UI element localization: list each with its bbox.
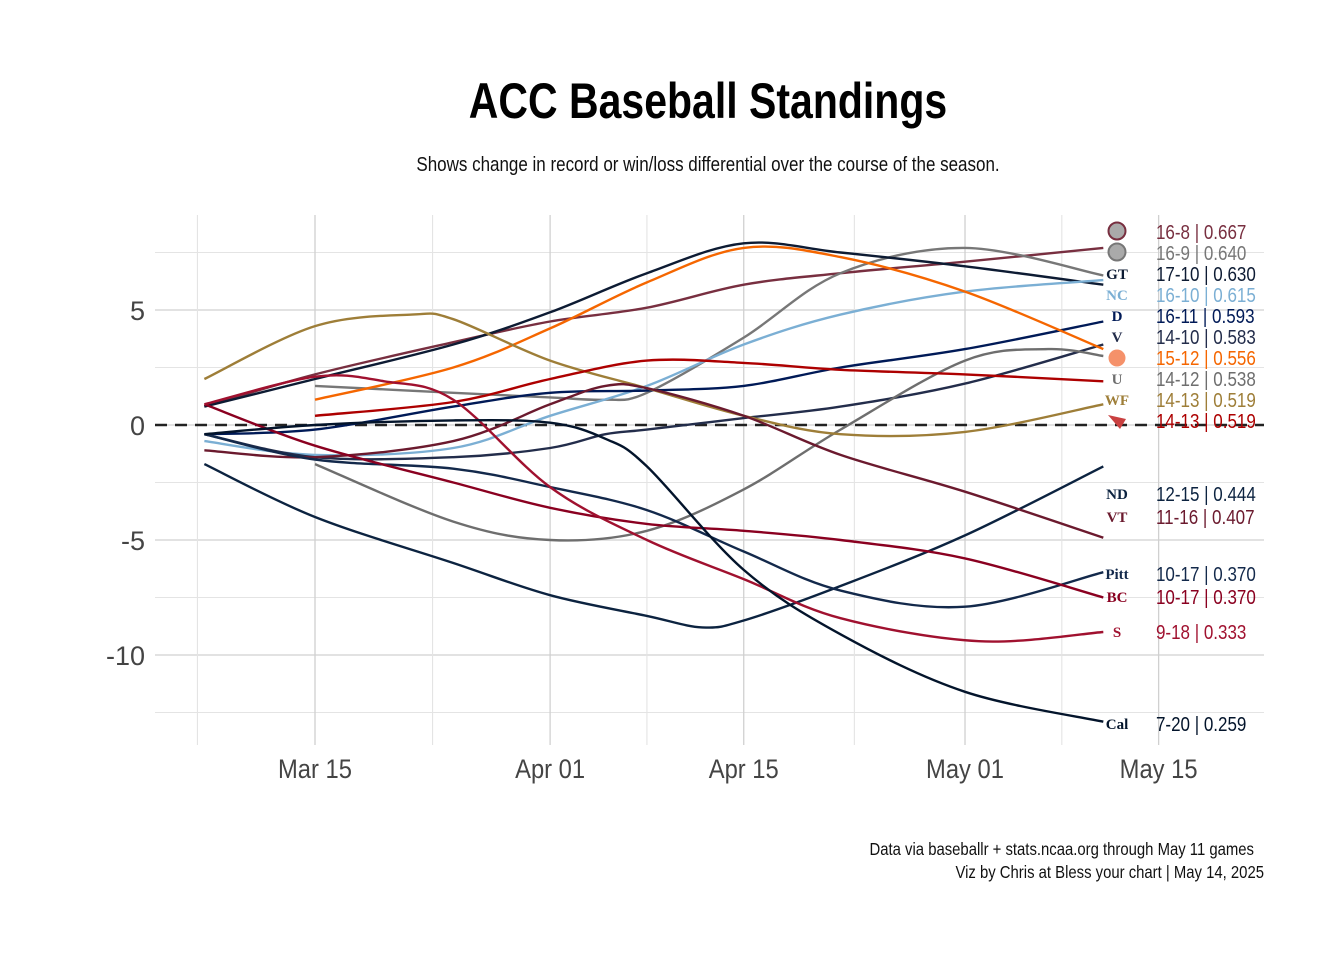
chart-title: ACC Baseball Standings bbox=[469, 73, 947, 129]
end-label: 14-12 | 0.538 bbox=[1156, 368, 1256, 391]
series-line-louisville-logo bbox=[314, 358, 1104, 417]
logo-text: D bbox=[1112, 309, 1123, 325]
duke-logo-icon: D bbox=[1112, 309, 1123, 325]
stanford-logo-icon: S bbox=[1113, 625, 1121, 641]
series-line-stanford-logo bbox=[204, 374, 1104, 643]
end-label: 14-10 | 0.583 bbox=[1156, 326, 1256, 349]
team-logo-icon bbox=[1107, 242, 1127, 262]
x-tick-label: Mar 15 bbox=[278, 755, 352, 785]
end-label: 14-13 | 0.519 bbox=[1156, 389, 1256, 412]
miami-logo-icon: U bbox=[1112, 372, 1123, 388]
end-label: 12-15 | 0.444 bbox=[1156, 483, 1256, 506]
logo-text: Cal bbox=[1106, 717, 1129, 733]
y-tick-label: -10 bbox=[106, 641, 145, 671]
logo-text: GT bbox=[1106, 267, 1128, 283]
grid bbox=[155, 215, 1264, 745]
virginia-logo-icon: V bbox=[1112, 330, 1123, 346]
logo-text: ND bbox=[1106, 487, 1128, 503]
x-tick-label: May 01 bbox=[926, 755, 1004, 785]
end-label: 10-17 | 0.370 bbox=[1156, 563, 1256, 586]
clemson-logo-icon bbox=[1108, 349, 1126, 367]
logo-text: Pitt bbox=[1105, 567, 1128, 583]
series-line-clemson-logo bbox=[314, 245, 1104, 401]
series-lines bbox=[203, 241, 1104, 723]
logo-text: BC bbox=[1107, 590, 1128, 606]
logo-text: V bbox=[1112, 330, 1123, 346]
louisville-logo-icon bbox=[1108, 415, 1126, 429]
end-label: 16-10 | 0.615 bbox=[1156, 284, 1256, 307]
series-line-georgia-tech-logo bbox=[204, 241, 1104, 408]
end-label: 15-12 | 0.556 bbox=[1156, 347, 1256, 370]
caption-credit: Viz by Chris at Bless your chart | May 1… bbox=[955, 863, 1264, 882]
series-line-boston-college-logo bbox=[203, 403, 1104, 599]
series-line-miami-logo bbox=[314, 347, 1104, 542]
logo-text: S bbox=[1113, 625, 1121, 641]
end-label: 16-9 | 0.640 bbox=[1156, 242, 1246, 265]
series-line-team-logo bbox=[314, 246, 1104, 402]
chart-subtitle: Shows change in record or win/loss diffe… bbox=[416, 153, 999, 176]
series-line-cal-logo bbox=[204, 418, 1104, 723]
x-tick-label: Apr 01 bbox=[515, 755, 585, 785]
unc-logo-icon: NC bbox=[1106, 288, 1128, 304]
notre-dame-logo-icon: ND bbox=[1106, 487, 1128, 503]
y-tick-label: 0 bbox=[130, 411, 145, 441]
end-label: 7-20 | 0.259 bbox=[1156, 713, 1246, 736]
pitt-logo-icon: Pitt bbox=[1105, 567, 1128, 583]
virginia-tech-logo-icon: VT bbox=[1107, 510, 1128, 526]
end-label: 14-13 | 0.519 bbox=[1156, 410, 1256, 433]
x-tick-label: Apr 15 bbox=[709, 755, 779, 785]
series-line-wake-forest-logo bbox=[203, 312, 1104, 438]
end-label: 16-11 | 0.593 bbox=[1156, 305, 1255, 328]
logo-text: VT bbox=[1107, 510, 1128, 526]
logo-text: NC bbox=[1106, 288, 1128, 304]
series-line-virginia-logo bbox=[204, 343, 1104, 461]
series-line-virginia-tech-logo bbox=[204, 382, 1104, 539]
y-tick-label: -5 bbox=[121, 526, 145, 556]
series-line-duke-logo bbox=[204, 320, 1104, 436]
x-tick-label: May 15 bbox=[1120, 755, 1198, 785]
georgia-tech-logo-icon: GT bbox=[1106, 267, 1128, 283]
wake-forest-logo-icon: WF bbox=[1105, 393, 1129, 409]
y-axis: 5 0 -5 -10 bbox=[106, 296, 145, 671]
boston-college-logo-icon: BC bbox=[1107, 590, 1128, 606]
y-tick-label: 5 bbox=[130, 296, 145, 326]
logo-text: U bbox=[1112, 372, 1123, 388]
end-label: 11-16 | 0.407 bbox=[1156, 506, 1255, 529]
end-label: 16-8 | 0.667 bbox=[1156, 221, 1246, 244]
end-label: 9-18 | 0.333 bbox=[1156, 621, 1246, 644]
series-line-notre-dame-logo bbox=[203, 463, 1104, 629]
end-label: 10-17 | 0.370 bbox=[1156, 586, 1256, 609]
x-axis: Mar 15 Apr 01 Apr 15 May 01 May 15 bbox=[278, 755, 1198, 785]
series-line-pitt-logo bbox=[204, 433, 1104, 609]
logo-text: WF bbox=[1105, 393, 1129, 409]
fsu-logo-icon bbox=[1107, 221, 1127, 241]
end-label: 17-10 | 0.630 bbox=[1156, 263, 1256, 286]
cal-logo-icon: Cal bbox=[1106, 717, 1129, 733]
caption-source: Data via baseballr + stats.ncaa.org thro… bbox=[870, 840, 1254, 859]
